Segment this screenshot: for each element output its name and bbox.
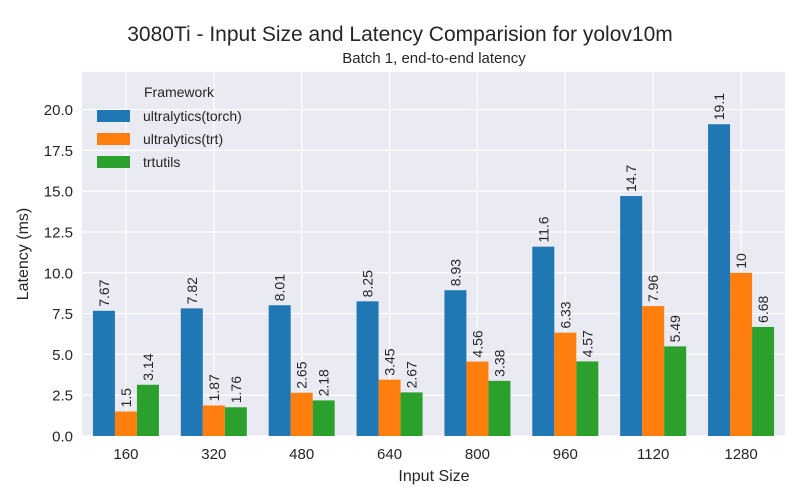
bar	[488, 380, 511, 436]
legend-entry: trtutils	[143, 154, 180, 170]
x-tick-label: 480	[289, 446, 314, 463]
bar	[576, 361, 599, 436]
bar-value-label: 11.6	[535, 216, 551, 242]
bar	[532, 246, 555, 436]
bar-value-label: 8.25	[360, 270, 376, 297]
y-axis-label: Latency (ms)	[15, 208, 32, 300]
bar	[378, 379, 401, 436]
y-tick-label: 5.0	[52, 347, 73, 364]
bar	[400, 392, 423, 436]
x-tick-label: 1280	[724, 446, 757, 463]
bar-value-label: 2.18	[316, 369, 332, 396]
bar-value-label: 5.49	[667, 315, 683, 342]
x-tick-label: 960	[553, 446, 578, 463]
bar-value-label: 8.01	[272, 274, 288, 301]
y-tick-label: 15.0	[44, 184, 73, 201]
y-tick-label: 10.0	[44, 265, 73, 282]
bar-value-label: 1.5	[118, 388, 134, 408]
bar	[730, 272, 753, 436]
bar	[664, 346, 687, 436]
x-tick-label: 320	[201, 446, 226, 463]
bar	[224, 407, 247, 436]
bar	[466, 361, 489, 436]
bar-value-label: 7.67	[96, 279, 112, 306]
y-tick-label: 2.5	[52, 388, 73, 405]
y-tick-label: 7.5	[52, 306, 73, 323]
bar	[136, 384, 159, 436]
legend-swatch	[97, 110, 130, 122]
x-tick-label: 800	[465, 446, 490, 463]
bar	[444, 290, 467, 436]
bar-labels: 7.67 7.82 8.01 8.25 8.93 11.6 14.7 19.1 1.5 1.87 2…	[96, 93, 771, 408]
legend-title: Framework	[144, 84, 215, 100]
bar	[202, 405, 225, 436]
bar	[312, 400, 335, 436]
bar-value-label: 3.14	[140, 353, 156, 380]
y-tick-label: 0.0	[52, 429, 73, 446]
chart-subtitle: Batch 1, end-to-end latency	[342, 50, 526, 67]
x-tick-label: 640	[377, 446, 402, 463]
bar-value-label: 4.56	[469, 330, 485, 357]
bar-value-label: 7.96	[645, 275, 661, 302]
bar	[708, 124, 731, 436]
bar	[92, 310, 115, 436]
legend-entry: ultralytics(torch)	[143, 108, 242, 124]
x-tick-label: 1120	[637, 446, 669, 463]
bar-value-label: 6.68	[755, 296, 771, 323]
bar	[268, 305, 291, 436]
x-axis-label: Input Size	[398, 468, 469, 485]
bar	[620, 196, 643, 436]
bar-value-label: 3.38	[491, 349, 507, 376]
chart-title: 3080Ti - Input Size and Latency Comparis…	[127, 23, 673, 46]
bar-value-label: 14.7	[623, 165, 639, 192]
bar	[180, 308, 203, 436]
bar-value-label: 2.65	[294, 361, 310, 388]
bars	[92, 124, 775, 436]
bar-value-label: 6.33	[557, 301, 573, 328]
bar-value-label: 19.1	[711, 93, 727, 120]
legend-swatch	[97, 156, 130, 168]
bar	[642, 306, 665, 436]
legend-swatch	[97, 133, 130, 145]
bar-value-label: 10	[733, 253, 749, 269]
bar	[290, 392, 313, 436]
x-axis-ticks: 160 320 480 640 800 960 1120 1280	[113, 446, 757, 463]
bar	[554, 332, 577, 436]
bar-value-label: 1.87	[206, 374, 222, 401]
bar-value-label: 8.93	[447, 259, 463, 286]
bar-value-label: 7.82	[184, 277, 200, 304]
y-tick-label: 12.5	[44, 224, 73, 241]
bar	[114, 411, 137, 436]
bar	[356, 301, 379, 436]
bar	[752, 326, 775, 436]
y-axis-ticks: 0.0 2.5 5.0 7.5 10.0 12.5 15.0 17.5 20.0	[44, 102, 73, 445]
bar-value-label: 3.45	[382, 348, 398, 375]
bar-value-label: 1.76	[228, 376, 244, 403]
x-tick-label: 160	[113, 446, 138, 463]
y-tick-label: 17.5	[44, 143, 73, 160]
bar-value-label: 4.57	[579, 330, 595, 357]
legend-entry: ultralytics(trt)	[143, 131, 223, 147]
y-tick-label: 20.0	[44, 102, 73, 119]
bar-value-label: 2.67	[404, 361, 420, 388]
legend: Framework ultralytics(torch) ultralytics(…	[97, 84, 242, 170]
